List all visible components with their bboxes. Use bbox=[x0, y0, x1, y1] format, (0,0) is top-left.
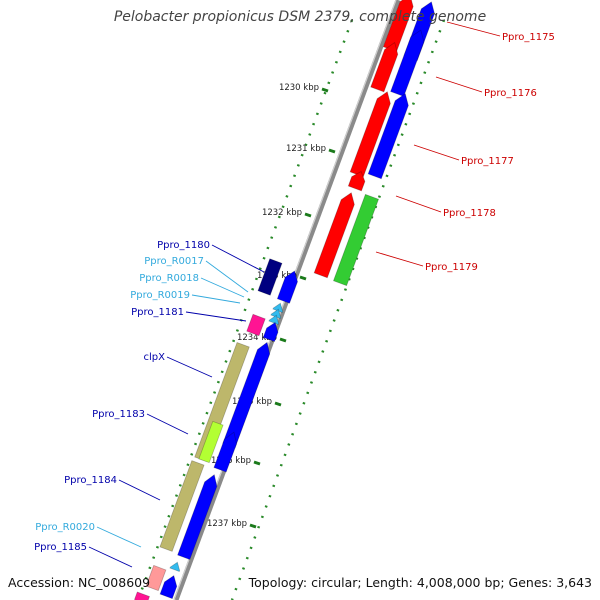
gene-label[interactable]: Ppro_1178 bbox=[443, 208, 496, 219]
label-leader-line bbox=[200, 277, 245, 298]
scale-tick-label: 1230 kbp bbox=[279, 83, 319, 93]
gene-label[interactable]: Ppro_1180 bbox=[157, 240, 210, 251]
gene-arrow bbox=[159, 575, 178, 600]
gene-label[interactable]: Ppro_1179 bbox=[425, 262, 478, 273]
gene-label[interactable]: Ppro_R0018 bbox=[139, 273, 199, 284]
gene-label[interactable]: Ppro_R0019 bbox=[130, 290, 190, 301]
label-leader-line bbox=[413, 144, 460, 161]
gene-arrow bbox=[213, 431, 237, 473]
gene-arrow-forward bbox=[370, 41, 399, 93]
scale-tick-label: 1232 kbp bbox=[262, 208, 302, 218]
label-leader-line bbox=[96, 526, 142, 548]
scale-tick-label: 1236 kbp bbox=[211, 456, 251, 466]
gene-label[interactable]: clpX bbox=[144, 352, 166, 363]
gene-arrow-forward bbox=[313, 192, 355, 279]
inner-guide-dots bbox=[136, 19, 354, 600]
scale-tick: 1232 kbp bbox=[262, 208, 312, 218]
gene-arrow bbox=[177, 474, 218, 561]
scale-tick-label: 1234 kbp bbox=[237, 333, 277, 343]
scale-tick: 1234 kbp bbox=[237, 333, 287, 343]
scale-tick-label: 1231 kbp bbox=[286, 144, 326, 154]
gene-label[interactable]: Ppro_1185 bbox=[34, 542, 87, 553]
scale-tick: 1231 kbp bbox=[286, 144, 336, 154]
gene-label[interactable]: Ppro_1176 bbox=[484, 88, 537, 99]
label-leader-line bbox=[395, 195, 442, 213]
gene-label[interactable]: Ppro_1175 bbox=[502, 32, 555, 43]
label-leader-line bbox=[166, 356, 213, 378]
label-leader-line bbox=[435, 76, 483, 93]
gene-arrow-forward bbox=[390, 29, 425, 97]
gene-block-reverse bbox=[198, 420, 224, 464]
gene-arrow bbox=[262, 321, 279, 343]
trna-arrow bbox=[169, 561, 181, 573]
gene-label[interactable]: Ppro_1183 bbox=[92, 409, 145, 420]
gene-arrow-forward bbox=[367, 93, 409, 180]
gene-label[interactable]: Ppro_R0017 bbox=[144, 256, 204, 267]
outer-guide-dots bbox=[230, 19, 446, 600]
trna-arrow bbox=[270, 308, 282, 320]
scale-tick: 1230 kbp bbox=[279, 83, 329, 93]
scale-tick: 1237 kbp bbox=[207, 519, 257, 529]
gene-label[interactable]: Ppro_1177 bbox=[461, 156, 514, 167]
gene-arrow bbox=[276, 270, 298, 304]
label-leader-line bbox=[205, 260, 249, 293]
gene-block-reverse bbox=[145, 564, 167, 592]
label-leader-line bbox=[118, 479, 161, 501]
gene-label[interactable]: Ppro_1181 bbox=[131, 307, 184, 318]
gene-arrow-forward bbox=[347, 170, 366, 192]
label-leader-line bbox=[88, 546, 133, 568]
label-leader-line bbox=[211, 244, 265, 273]
trna-arrow bbox=[272, 302, 284, 314]
gene-block-reverse bbox=[159, 460, 205, 552]
label-leader-line bbox=[446, 21, 501, 37]
genome-title: Pelobacter propionicus DSM 2379, complet… bbox=[113, 9, 487, 25]
scale-tick: 1236 kbp bbox=[211, 456, 261, 466]
rna-block bbox=[332, 193, 380, 287]
gene-block-reverse bbox=[257, 258, 283, 296]
gene-block-reverse bbox=[246, 313, 266, 337]
label-leader-line bbox=[185, 311, 247, 322]
label-leader-line bbox=[146, 413, 189, 435]
scale-tick-label: 1237 kbp bbox=[207, 519, 247, 529]
accession-label: Accession: NC_008609 bbox=[8, 575, 151, 590]
gene-label[interactable]: Ppro_R0020 bbox=[35, 522, 95, 533]
label-leader-line bbox=[191, 294, 241, 304]
gene-label[interactable]: Ppro_1184 bbox=[64, 475, 117, 486]
genome-summary: Topology: circular; Length: 4,008,000 bp… bbox=[248, 575, 592, 590]
gene-block-reverse bbox=[134, 591, 150, 600]
label-leader-line bbox=[375, 251, 424, 267]
trna-arrow bbox=[268, 314, 280, 326]
